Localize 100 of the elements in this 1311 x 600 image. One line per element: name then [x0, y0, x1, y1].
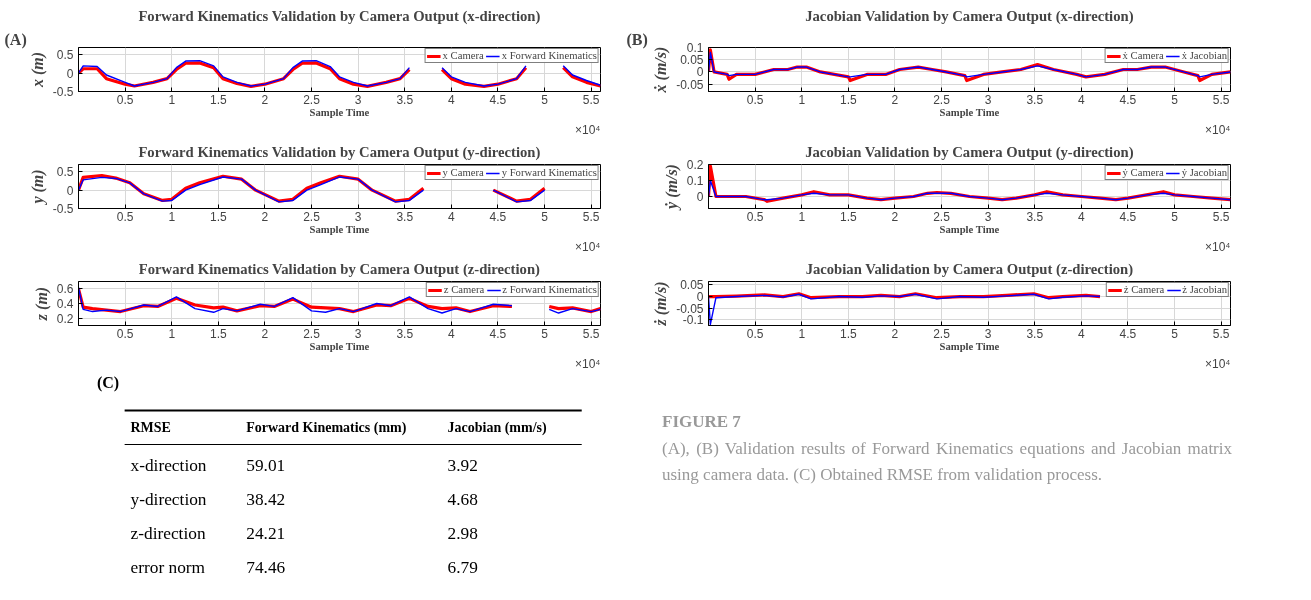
legend-label: ż Camera [1123, 284, 1165, 295]
text: (A) [4, 30, 27, 49]
x-tick-label: 1.5 [209, 326, 227, 341]
chart-title: Forward Kinematics Validation by Camera Output (y-direction) [138, 143, 541, 161]
legend-label: ẋ Jacobian [1181, 50, 1227, 61]
text: 38.42 [246, 490, 286, 509]
text: ×10⁴ [1204, 122, 1231, 137]
y-tick-label: 0.05 [680, 278, 704, 293]
x-tick-label: 5 [1171, 92, 1179, 107]
x-tick-label: 0.5 [746, 92, 764, 107]
x-tick-label: 3.5 [396, 326, 414, 341]
x-tick-label: 0.5 [746, 209, 764, 224]
x-tick-label: 3 [984, 92, 992, 107]
text: RMSE [130, 420, 171, 435]
x-tick-label: 0.5 [116, 326, 134, 341]
chart-title: Forward Kinematics Validation by Camera Output (z-direction) [138, 260, 541, 278]
x-tick-label: 2.5 [303, 209, 321, 224]
x-tick-label: 4 [1078, 326, 1086, 341]
x-tick-label: 4.5 [1119, 92, 1137, 107]
y-tick-label: 0.5 [56, 165, 74, 180]
x-tick-label: 1.5 [839, 92, 857, 107]
x-axis-title: Sample Time [939, 223, 1000, 235]
x-tick-label: 2.5 [933, 326, 951, 341]
x-tick-label: 4.5 [489, 326, 507, 341]
x-tick-label: 2.5 [303, 92, 321, 107]
text: ×10⁴ [1204, 356, 1231, 371]
x-tick-label: 3 [354, 326, 362, 341]
x-tick-label: 1.5 [209, 209, 227, 224]
chart-title: Jacobian Validation by Camera Output (y-direction) [805, 143, 1134, 161]
chart-title: Jacobian Validation by Camera Output (z-direction) [805, 260, 1134, 278]
legend-label: ż Jacobian [1182, 284, 1227, 295]
x-tick-label: 0.5 [116, 92, 134, 107]
text: 24.21 [246, 524, 286, 543]
x-tick-label: 5.5 [1212, 92, 1230, 107]
text: 3.92 [447, 456, 478, 475]
category-label: x-direction [130, 456, 207, 475]
text: FIGURE 7 [662, 411, 742, 433]
x-tick-label: 1 [798, 92, 806, 107]
text: ×10⁴ [1204, 239, 1231, 254]
category-label: Forward Kinematics (mm) [246, 420, 407, 436]
legend-label: ẏ Camera [1122, 167, 1164, 178]
y-axis-title: ẏ (m/s) [662, 164, 681, 211]
y-tick-label: -0.5 [52, 202, 74, 216]
x-tick-label: 3.5 [1026, 326, 1044, 341]
x-tick-label: 0.5 [116, 209, 134, 224]
y-tick-label: 0 [696, 190, 704, 204]
legend-label: z Forward Kinematics [502, 284, 597, 295]
y-tick-label: 0.2 [56, 311, 74, 326]
x-tick-label: 1.5 [839, 326, 857, 341]
x-tick-label: 5 [1171, 209, 1179, 224]
x-tick-label: 5.5 [1212, 326, 1230, 341]
text: 59.01 [246, 456, 286, 475]
y-tick-label: 0 [66, 66, 74, 81]
category-label: Jacobian (mm/s) [447, 420, 548, 436]
x-tick-label: 5 [541, 326, 549, 341]
x-tick-label: 4.5 [1119, 209, 1137, 224]
text: 74.46 [246, 558, 286, 577]
y-tick-label: 0.6 [56, 282, 74, 297]
x-tick-label: 3 [984, 326, 992, 341]
x-tick-label: 1.5 [839, 209, 857, 224]
x-tick-label: 2 [261, 92, 269, 107]
x-tick-label: 5.5 [582, 92, 600, 107]
y-tick-label: 0.1 [686, 174, 704, 188]
y-tick-label: 0.4 [56, 297, 74, 311]
x-tick-label: 2 [891, 209, 899, 224]
x-tick-label: 1 [798, 209, 806, 224]
y-tick-label: 0 [696, 65, 704, 80]
y-tick-label: -0.05 [676, 77, 704, 92]
x-tick-label: 5.5 [1212, 209, 1230, 224]
x-tick-label: 5 [541, 209, 549, 224]
y-axis-title: x (m) [28, 51, 47, 89]
text: ×10⁴ [574, 356, 601, 371]
x-axis-title: Sample Time [309, 106, 370, 118]
x-tick-label: 5 [1171, 326, 1179, 341]
y-tick-label: 0 [66, 183, 74, 198]
text: ×10⁴ [574, 239, 601, 254]
x-tick-label: 3.5 [1026, 92, 1044, 107]
legend-label: ẏ Jacobian [1181, 167, 1227, 178]
y-tick-label: -0.1 [682, 313, 704, 328]
x-tick-label: 4.5 [1119, 326, 1137, 341]
x-tick-label: 4.5 [489, 92, 507, 107]
y-axis-title: y (m) [28, 169, 47, 206]
y-tick-label: -0.5 [52, 85, 74, 99]
x-tick-label: 3 [354, 209, 362, 224]
x-tick-label: 1.5 [209, 92, 227, 107]
text: 2.98 [447, 524, 478, 543]
text: (A), (B) Validation results of Forward Kinematics equations and Jacobian matrix using camera data. (C) Obtained RMSE from validation process. [662, 438, 1232, 487]
category-label: y-direction [130, 490, 207, 509]
y-axis-title: z (m) [32, 286, 51, 322]
x-tick-label: 4 [448, 326, 456, 341]
legend-label: x Forward Kinematics [501, 50, 597, 61]
x-tick-label: 0.5 [746, 326, 764, 341]
x-axis-title: Sample Time [939, 340, 1000, 352]
x-tick-label: 4 [1078, 209, 1086, 224]
x-tick-label: 3.5 [396, 209, 414, 224]
text: (C) [96, 374, 120, 392]
category-label: z-direction [130, 524, 206, 543]
x-tick-label: 4.5 [489, 209, 507, 224]
y-tick-label: 0.05 [680, 53, 704, 68]
text: (B) [626, 30, 648, 49]
